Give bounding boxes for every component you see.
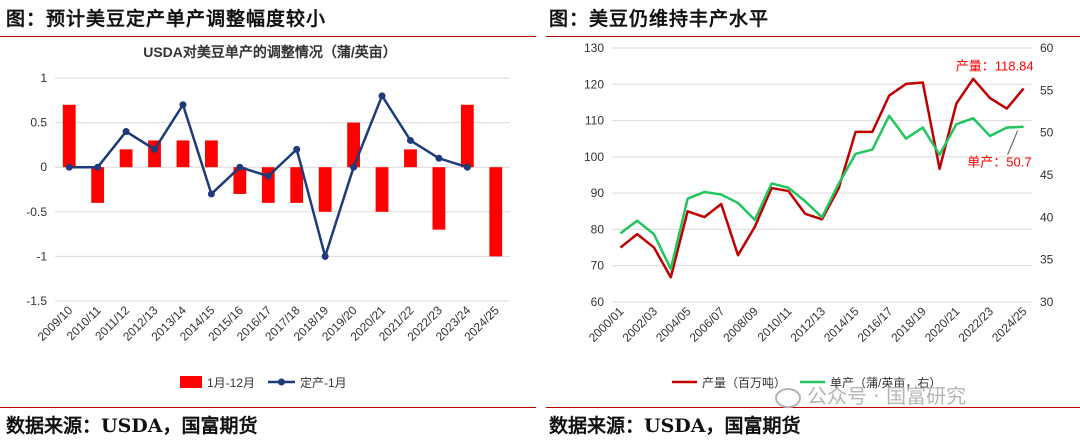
bar-2011/12: [119, 149, 133, 168]
y-tick-label: -0.5: [26, 205, 47, 219]
y-tick-label: -1.5: [26, 294, 47, 308]
y-left-tick-label: 80: [591, 222, 605, 236]
y-right-tick-label: 55: [1040, 83, 1054, 97]
y-tick-label: 0: [40, 160, 47, 174]
bar-2022/23: [432, 167, 446, 230]
y-right-tick-label: 40: [1040, 210, 1054, 224]
watermark-text: 公众号 · 国富研究: [807, 384, 967, 408]
y-left-tick-label: 130: [584, 41, 604, 55]
x-tick-label: 2022/23: [956, 304, 997, 345]
line-point: [94, 163, 102, 171]
x-tick-label: 2004/05: [653, 304, 694, 345]
bar-2024/25: [489, 167, 503, 257]
line-point: [350, 163, 358, 171]
y-tick-label: 1: [40, 71, 47, 85]
y-left-tick-label: 60: [591, 295, 605, 309]
bar-2018/19: [318, 167, 332, 212]
x-tick-label: 2008/09: [720, 304, 761, 345]
y-left-tick-label: 100: [584, 150, 604, 164]
bar-2021/22: [404, 149, 417, 168]
y-right-tick-label: 30: [1040, 295, 1054, 309]
right-footer-rule: [546, 407, 1080, 408]
line-point: [406, 136, 414, 144]
right-panel-title: 图：美豆仍维持丰产水平: [549, 8, 770, 30]
bar-2009/10: [62, 104, 76, 168]
line-point: [179, 101, 187, 109]
bar-2023/24: [460, 104, 474, 168]
x-tick-label: 2024/25: [989, 304, 1030, 345]
legend-label: 1月-12月: [207, 376, 255, 390]
y-right-tick-label: 35: [1040, 253, 1054, 267]
line-point: [321, 252, 329, 260]
y-tick-label: -1: [36, 249, 47, 263]
x-tick-label: 2016/17: [855, 304, 896, 345]
line-point: [65, 163, 73, 171]
x-tick-label: 2018/19: [888, 304, 929, 345]
legend-swatch-bar: [180, 376, 202, 388]
left-panel-title: 图：预计美豆定产单产调整幅度较小: [6, 8, 327, 30]
right-source-note: 数据来源：USDA，国富期货: [549, 415, 801, 437]
bar-2020/21: [375, 167, 389, 212]
legend-label: 定产-1月: [300, 375, 347, 390]
x-tick-label: 2006/07: [687, 304, 728, 345]
yield-adjustment-chart: USDA对美豆单产的调整情况（蒲/英亩）10.50-0.5-1-1.52009/…: [26, 44, 510, 390]
annotation-leader: [1007, 130, 1019, 155]
legend-label: 产量（百万吨）: [702, 376, 786, 390]
line-series-production: [619, 77, 1025, 279]
line-point: [122, 128, 130, 136]
y-left-tick-label: 70: [591, 259, 605, 273]
y-right-tick-label: 45: [1040, 168, 1054, 182]
x-tick-label: 2012/13: [788, 304, 829, 345]
x-tick-label: 2010/11: [755, 304, 795, 344]
bar-2013/14: [176, 140, 190, 168]
legend-label: 单产（蒲/英亩，右）: [830, 375, 941, 390]
legend-swatch-marker: [278, 378, 285, 386]
y-tick-label: 0.5: [30, 116, 47, 130]
left-source-note: 数据来源：USDA，国富期货: [6, 415, 258, 437]
left-footer-rule: [0, 407, 536, 408]
line-point: [293, 145, 301, 153]
line-point: [264, 172, 272, 180]
annotation-production: 产量：118.84: [956, 58, 1034, 73]
y-right-tick-label: 50: [1040, 126, 1054, 140]
production-yield-chart: 130 120 110 100 90 80 70 60 60 55 50 45 40 35 30 2000/0…: [584, 41, 1054, 390]
line-point: [207, 190, 215, 198]
wechat-logo-icon: [775, 387, 801, 408]
line-series-yield: [619, 114, 1024, 271]
chart-title: USDA对美豆单产的调整情况（蒲/英亩）: [143, 44, 397, 60]
line-point: [151, 145, 159, 153]
bar-2014/15: [205, 140, 218, 168]
left-title-rule: [0, 36, 536, 37]
watermark: 公众号 · 国富研究: [775, 380, 966, 409]
x-tick-label: 2002/03: [620, 304, 661, 345]
x-tick-label: 2020/21: [922, 304, 963, 345]
line-point: [236, 163, 244, 171]
bar-2015/16: [233, 167, 247, 194]
bar-2010/11: [91, 167, 105, 203]
line-point: [435, 154, 443, 162]
y-left-tick-label: 110: [585, 114, 604, 128]
line-point: [463, 163, 471, 171]
y-left-tick-label: 90: [591, 186, 605, 200]
right-title-rule: [546, 36, 1080, 37]
annotation-yield: 单产：50.7: [967, 155, 1031, 170]
x-tick-label: 2000/01: [586, 304, 627, 345]
bar-2017/18: [290, 167, 304, 203]
line-point: [378, 92, 386, 100]
y-left-tick-label: 120: [584, 77, 604, 91]
y-right-tick-label: 60: [1040, 41, 1054, 55]
x-tick-label: 2014/15: [821, 304, 862, 345]
